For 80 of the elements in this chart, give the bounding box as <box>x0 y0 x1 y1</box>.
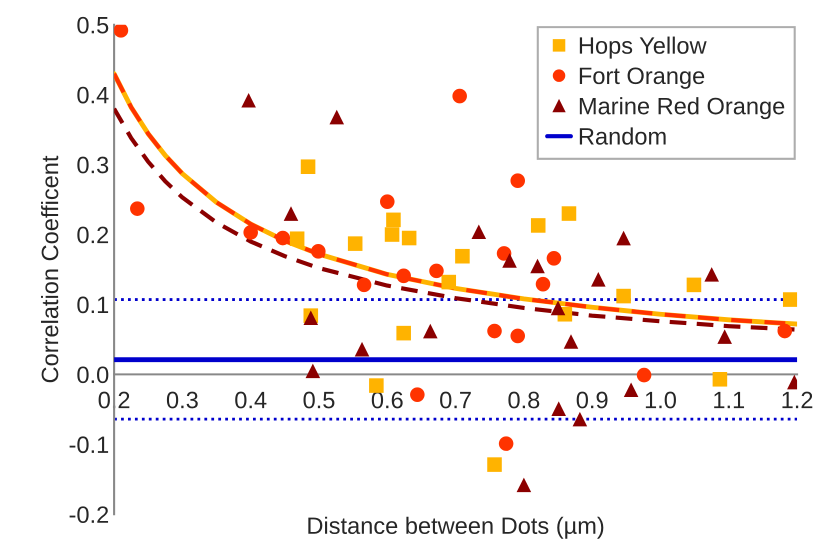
x-axis-title: Distance between Dots (µm) <box>308 516 604 539</box>
y-tick-label: 0.5 <box>77 16 108 34</box>
x-tick-label: 0.8 <box>508 392 540 408</box>
point <box>530 218 546 233</box>
x-tick-label: 0.9 <box>576 392 608 408</box>
x-tick-label: 1.0 <box>646 392 676 408</box>
point <box>114 24 128 38</box>
legend-label: Hops Yellow <box>580 36 707 59</box>
y-tick-label: 0.4 <box>77 86 109 104</box>
x-tick-label: 0.3 <box>166 392 198 408</box>
legend-label: Fort Orange <box>580 67 704 89</box>
point <box>384 227 400 242</box>
point <box>356 278 372 292</box>
point <box>410 387 425 402</box>
point <box>243 225 258 240</box>
point <box>712 372 728 387</box>
point <box>782 292 798 307</box>
point <box>777 324 792 338</box>
point <box>591 272 606 287</box>
point <box>616 230 631 246</box>
point <box>551 401 566 416</box>
point <box>380 194 395 209</box>
point <box>396 326 411 340</box>
point <box>354 342 370 356</box>
point <box>290 231 304 246</box>
point <box>452 88 467 104</box>
point <box>546 251 562 266</box>
x-tick-label: 0.7 <box>440 392 471 408</box>
point <box>530 258 545 274</box>
point <box>284 206 298 221</box>
point <box>564 334 578 349</box>
point <box>306 364 320 378</box>
point <box>616 288 631 304</box>
x-tick-label: 0.5 <box>304 392 334 408</box>
point <box>572 412 588 426</box>
point <box>329 110 344 124</box>
point <box>487 457 502 472</box>
point <box>717 329 732 344</box>
y-tick-label: 0.2 <box>77 226 108 244</box>
point <box>386 212 401 228</box>
point <box>562 206 576 221</box>
point <box>311 244 326 259</box>
legend-label: Marine Red Orange <box>580 97 784 120</box>
point <box>423 324 438 338</box>
point <box>510 328 526 344</box>
point <box>441 274 456 290</box>
point <box>502 253 517 268</box>
point <box>498 436 514 451</box>
x-tick-label: 1.2 <box>782 392 812 408</box>
point <box>429 264 444 278</box>
y-tick-label: 0.0 <box>77 366 108 384</box>
x-tick-label: 0.2 <box>98 392 130 408</box>
point <box>516 478 532 492</box>
y-axis-title: Correlation Coefficent <box>40 156 58 382</box>
point <box>536 276 550 292</box>
y-tick-label: -0.2 <box>70 506 108 524</box>
x-tick-label: 0.6 <box>372 392 403 408</box>
point <box>369 378 384 393</box>
point <box>487 324 502 338</box>
point <box>396 268 411 284</box>
point <box>276 230 290 246</box>
point <box>624 382 638 398</box>
point <box>636 368 652 382</box>
point <box>472 224 486 240</box>
point <box>348 236 362 251</box>
point <box>300 159 316 174</box>
point <box>455 248 470 264</box>
point <box>704 267 719 282</box>
x-tick-label: 1.1 <box>714 392 744 408</box>
x-tick-label: 0.4 <box>235 392 266 408</box>
point <box>402 230 416 246</box>
point <box>550 300 566 316</box>
legend-label: Random <box>580 127 666 145</box>
point <box>510 173 526 188</box>
point <box>130 201 145 216</box>
y-tick-label: 0.3 <box>77 156 108 174</box>
point <box>686 278 702 292</box>
y-tick-label: 0.1 <box>77 296 108 314</box>
y-tick-label: -0.1 <box>70 436 108 454</box>
point <box>241 92 256 108</box>
